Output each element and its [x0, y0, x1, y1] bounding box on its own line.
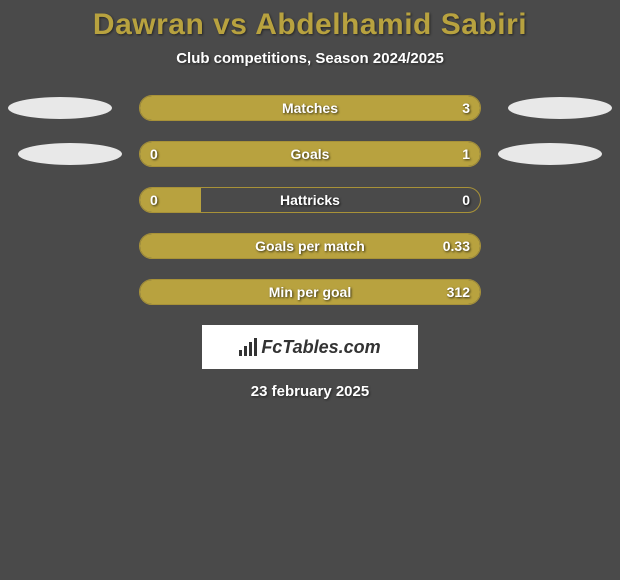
stat-value-right: 1 — [462, 146, 470, 162]
stat-bar-track: Matches 3 — [139, 95, 481, 121]
stat-bar-track: Hattricks 0 0 — [139, 187, 481, 213]
player-avatar-right — [508, 97, 612, 119]
stat-label: Hattricks — [280, 192, 340, 208]
player-avatar-left — [8, 97, 112, 119]
player-avatar-right — [498, 143, 602, 165]
stat-row: Min per goal 312 — [0, 279, 620, 305]
stat-label: Goals per match — [255, 238, 365, 254]
stat-label: Matches — [282, 100, 338, 116]
date-label: 23 february 2025 — [0, 383, 620, 400]
logo-text: FcTables.com — [261, 337, 380, 358]
stat-row: Hattricks 0 0 — [0, 187, 620, 213]
stat-value-right: 0 — [462, 192, 470, 208]
stat-bar-fill-right — [201, 142, 480, 166]
subtitle: Club competitions, Season 2024/2025 — [0, 50, 620, 67]
stat-value-right: 312 — [447, 284, 470, 300]
stats-list: Matches 3 Goals 0 1 Hattricks 0 0 Goals per matc… — [0, 95, 620, 305]
stat-row: Goals per match 0.33 — [0, 233, 620, 259]
stat-row: Matches 3 — [0, 95, 620, 121]
bar-chart-icon — [239, 338, 257, 356]
site-logo: FcTables.com — [239, 337, 380, 358]
stat-bar-track: Goals per match 0.33 — [139, 233, 481, 259]
stat-value-left: 0 — [150, 146, 158, 162]
stat-value-left: 0 — [150, 192, 158, 208]
stat-bar-track: Goals 0 1 — [139, 141, 481, 167]
stat-value-right: 0.33 — [443, 238, 470, 254]
page-title: Dawran vs Abdelhamid Sabiri — [0, 8, 620, 42]
stat-row: Goals 0 1 — [0, 141, 620, 167]
stat-bar-track: Min per goal 312 — [139, 279, 481, 305]
site-logo-box: FcTables.com — [202, 325, 418, 369]
stat-label: Min per goal — [269, 284, 351, 300]
stat-value-right: 3 — [462, 100, 470, 116]
infographic-container: Dawran vs Abdelhamid Sabiri Club competi… — [0, 0, 620, 580]
stat-label: Goals — [291, 146, 330, 162]
player-avatar-left — [18, 143, 122, 165]
